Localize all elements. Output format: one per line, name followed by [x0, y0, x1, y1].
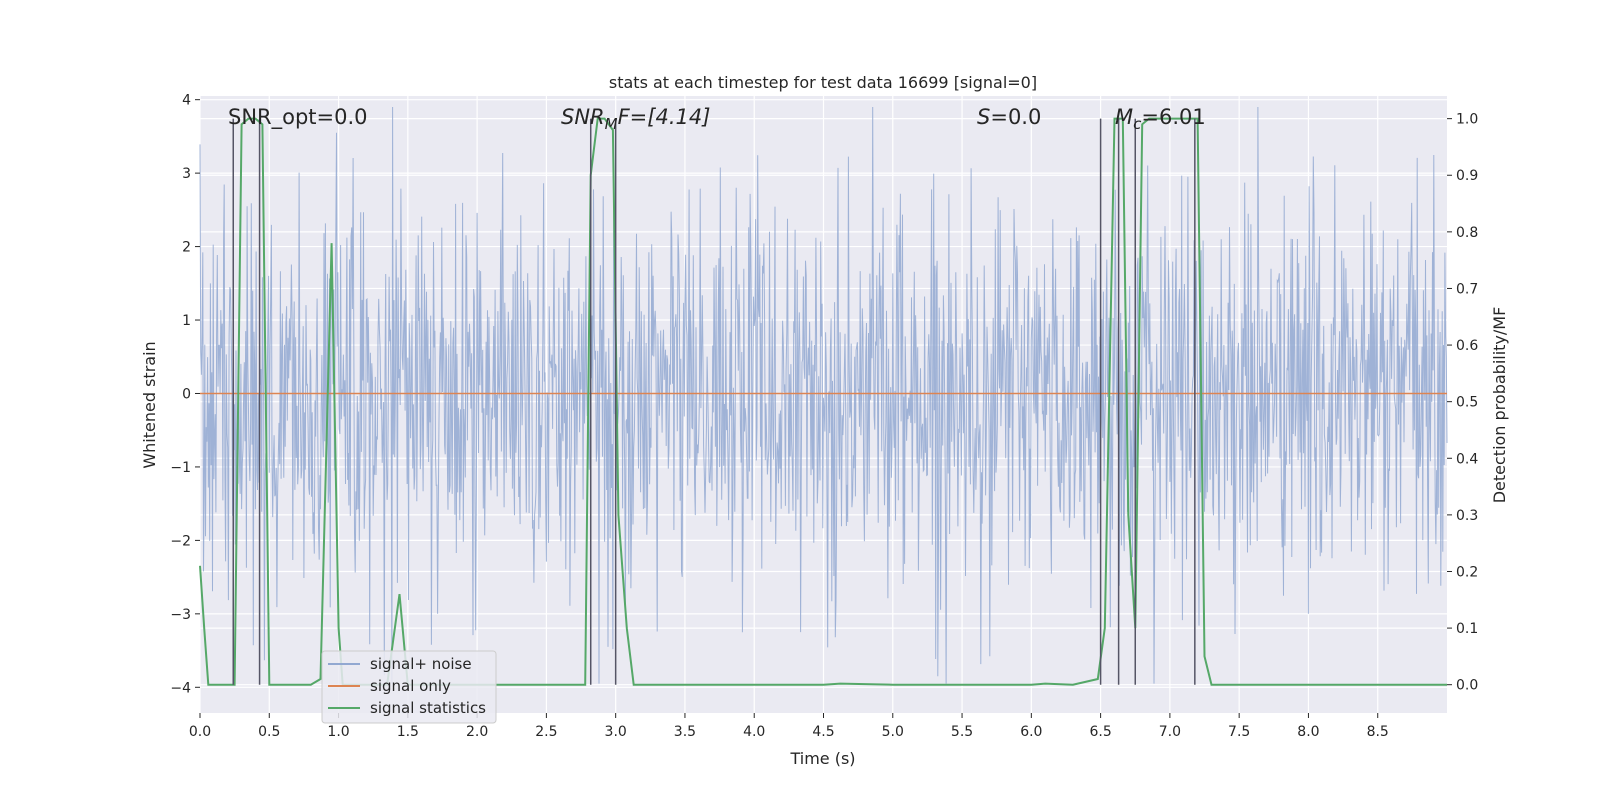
y2-axis-ticks: 1.0 0.9 0.8 0.7 0.6 0.5 0.4 0.3 0.2 0.1 0.0	[1447, 112, 1478, 694]
x-tick-11: 5.5	[951, 724, 973, 740]
annotation-mc-sub: c	[1133, 115, 1142, 133]
x-axis-ticks: 0.0 0.5 1.0 1.5 2.0 2.5 3.0 3.5 4.0 4.5 5.0 5.5 6.0 6…	[189, 713, 1389, 740]
vertical-markers	[232, 118, 1196, 685]
x-axis-label: Time (s)	[789, 749, 855, 768]
x-tick-0: 0.0	[189, 724, 211, 740]
y2-tick-2: 0.8	[1456, 225, 1478, 241]
x-tick-3: 1.5	[397, 724, 419, 740]
x-tick-6: 3.0	[605, 724, 627, 740]
legend-label-signal-statistics: signal statistics	[370, 699, 486, 717]
legend: signal+ noise signal only signal statist…	[321, 650, 497, 724]
y-axis-label: Whitened strain	[140, 341, 159, 468]
y-tick-8: −4	[170, 680, 191, 696]
y2-tick-10: 0.0	[1456, 678, 1478, 694]
line-series	[199, 117, 1447, 686]
x-tick-16: 8.0	[1297, 724, 1319, 740]
y2-tick-1: 0.9	[1456, 168, 1478, 184]
annotation-snr-opt: SNR_opt=0.0	[228, 105, 368, 130]
x-tick-12: 6.0	[1020, 724, 1042, 740]
x-tick-5: 2.5	[535, 724, 557, 740]
x-tick-13: 6.5	[1089, 724, 1111, 740]
y2-tick-5: 0.5	[1456, 395, 1478, 411]
y2-tick-7: 0.3	[1456, 508, 1478, 524]
x-tick-15: 7.5	[1228, 724, 1250, 740]
x-tick-1: 0.5	[258, 724, 280, 740]
y-tick-7: −3	[170, 607, 191, 623]
x-tick-7: 3.5	[674, 724, 696, 740]
x-tick-9: 4.5	[812, 724, 834, 740]
y2-axis-label: Detection probability/MF	[1490, 307, 1509, 504]
y-tick-2: 2	[182, 240, 191, 256]
legend-label-signal-only: signal only	[370, 677, 451, 695]
annotation-mc-rest: =6.01	[1141, 105, 1205, 129]
y2-tick-4: 0.6	[1456, 338, 1478, 354]
y2-tick-6: 0.4	[1456, 451, 1478, 467]
y-tick-4: 0	[182, 386, 191, 402]
x-tick-2: 1.0	[327, 724, 349, 740]
annotation-s-rest: =0.0	[990, 105, 1041, 129]
series-signal-noise	[199, 106, 1448, 684]
x-tick-17: 8.5	[1367, 724, 1389, 740]
y2-tick-9: 0.1	[1456, 621, 1478, 637]
series-signal-statistics	[199, 117, 1447, 686]
x-tick-10: 5.0	[882, 724, 904, 740]
noise-series	[199, 106, 1448, 684]
x-tick-4: 2.0	[466, 724, 488, 740]
annotation-s-var: S	[977, 105, 990, 129]
x-tick-14: 7.0	[1159, 724, 1181, 740]
y2-tick-0: 1.0	[1456, 112, 1478, 128]
y-tick-6: −2	[170, 533, 191, 549]
legend-box	[321, 650, 497, 724]
annotation-snr-mf-base: SNR	[561, 105, 605, 129]
annotation-s: S=0.0	[977, 105, 1041, 129]
annotation-snr-mf-rest: F=[4.14]	[618, 105, 711, 129]
y-tick-1: 3	[182, 166, 191, 182]
y-tick-5: −1	[170, 460, 191, 476]
y-tick-3: 1	[182, 313, 191, 329]
x-tick-8: 4.0	[743, 724, 765, 740]
y2-tick-8: 0.2	[1456, 564, 1478, 580]
y-tick-0: 4	[182, 93, 191, 109]
legend-label-signal-noise: signal+ noise	[370, 655, 472, 673]
annotation-snr-mf: SNRMF=[4.14]	[561, 105, 710, 133]
y-axis-ticks: 4 3 2 1 0 −1 −2 −3 −4	[170, 93, 200, 696]
chart-title: stats at each timestep for test data 166…	[609, 73, 1037, 92]
annotation-mc-var: M	[1115, 105, 1133, 129]
annotation-mc: Mc=6.01	[1115, 105, 1206, 133]
y2-tick-3: 0.7	[1456, 281, 1478, 297]
annotation-snr-mf-sub: M	[605, 115, 618, 133]
